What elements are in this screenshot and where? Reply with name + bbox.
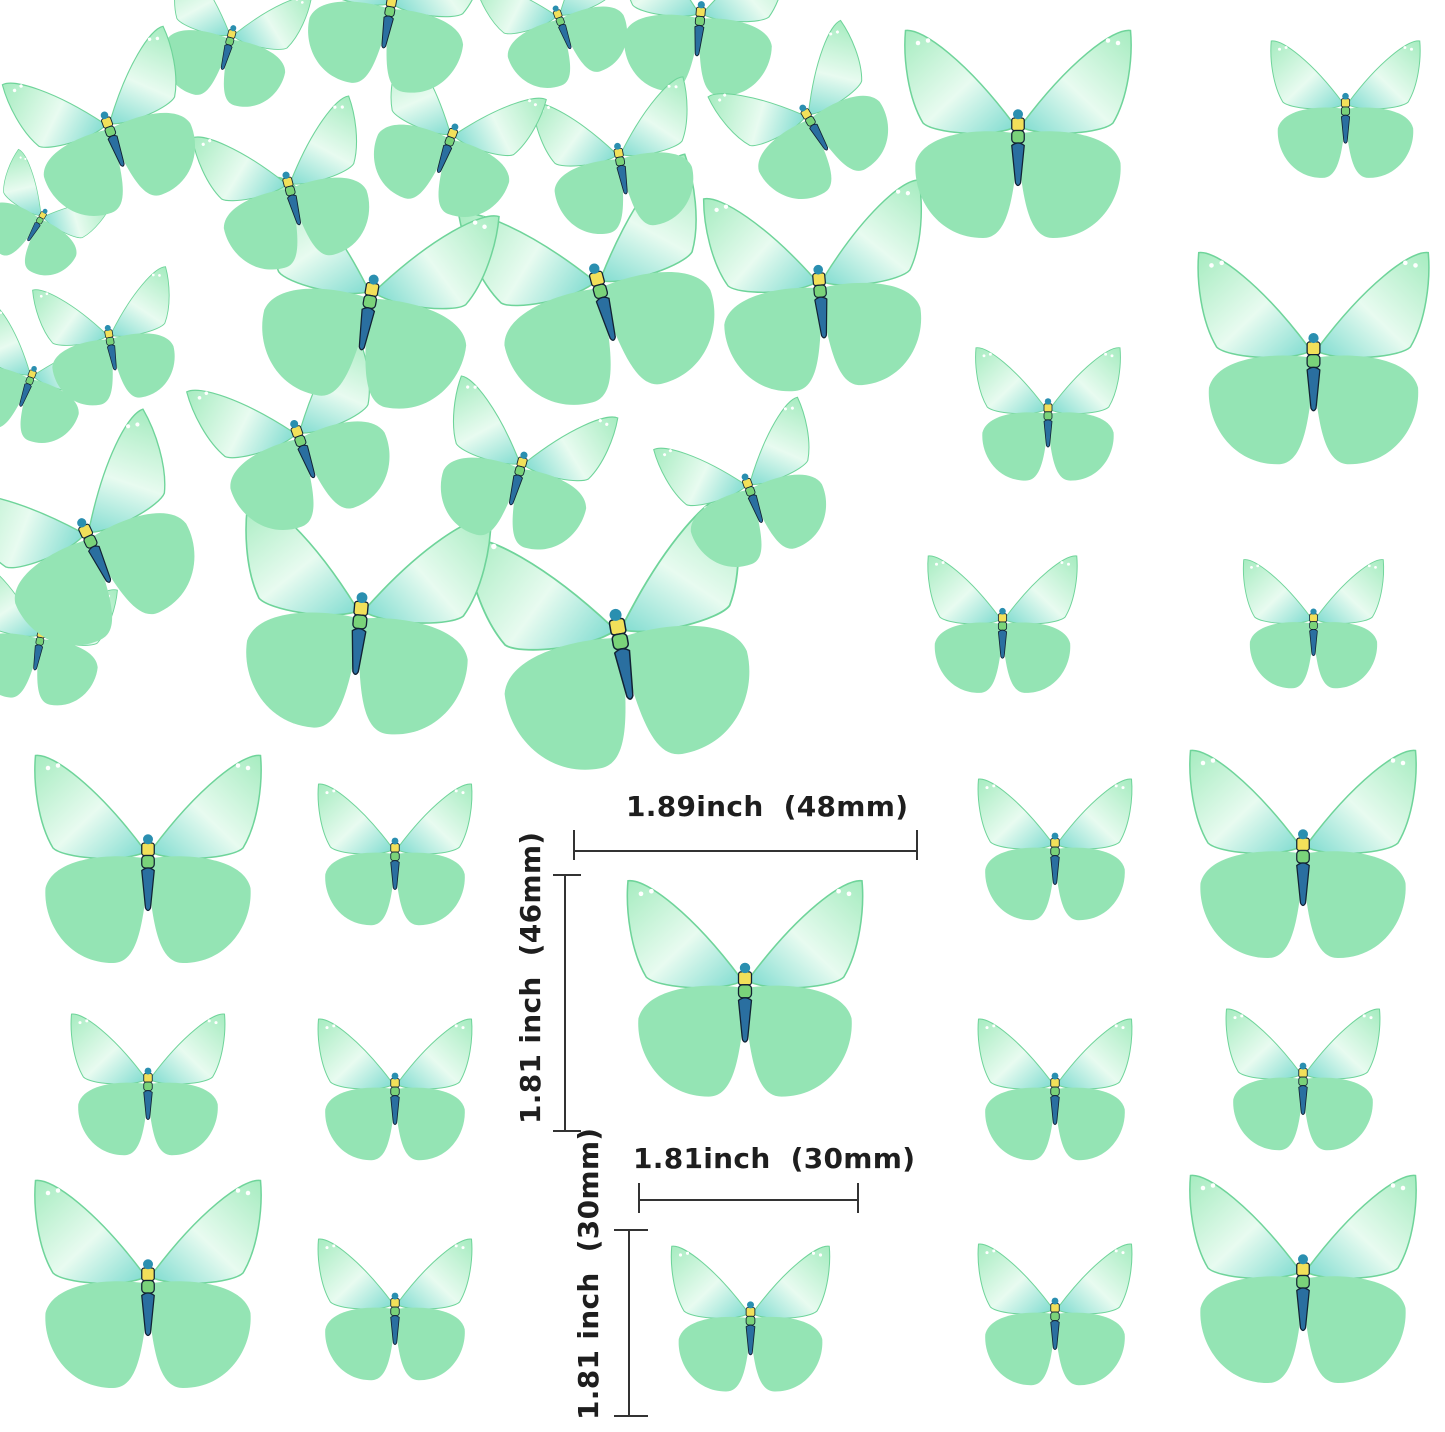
butterfly (1236, 555, 1391, 695)
dimension-tick (614, 1229, 648, 1231)
butterfly (63, 1009, 233, 1162)
butterfly (310, 779, 480, 932)
butterfly (310, 1234, 480, 1387)
butterfly (970, 1239, 1140, 1392)
butterfly (920, 551, 1085, 700)
butterfly (1263, 36, 1428, 185)
small-height-label: 1.81 inch (30mm) (572, 1127, 605, 1420)
butterfly (23, 1173, 273, 1398)
large-width-label: 1.89inch (48mm) (626, 790, 909, 823)
large-height-line (564, 874, 566, 1130)
butterfly (615, 873, 875, 1107)
dimension-tick (638, 1183, 640, 1213)
butterfly (1186, 245, 1441, 475)
large-height-label: 1.81 inch (46mm) (514, 831, 547, 1124)
dimension-tick (916, 830, 918, 860)
large-width-line (574, 850, 918, 852)
butterfly (23, 748, 273, 973)
dimension-tick (553, 874, 581, 876)
butterfly (282, 0, 499, 111)
butterfly (970, 774, 1140, 927)
dimension-tick (857, 1183, 859, 1213)
butterfly (968, 343, 1128, 487)
butterfly (893, 23, 1143, 248)
butterfly (663, 1241, 838, 1399)
butterfly (970, 1014, 1140, 1167)
small-height-line (628, 1230, 630, 1416)
butterfly (1178, 1168, 1428, 1393)
small-width-line (639, 1199, 859, 1201)
dimension-tick (614, 1415, 648, 1417)
dimension-tick (553, 1130, 581, 1132)
small-width-label: 1.81inch (30mm) (633, 1142, 916, 1175)
dimension-tick (573, 830, 575, 860)
butterfly (1178, 743, 1428, 968)
butterfly (310, 1014, 480, 1167)
butterfly (1218, 1004, 1388, 1157)
